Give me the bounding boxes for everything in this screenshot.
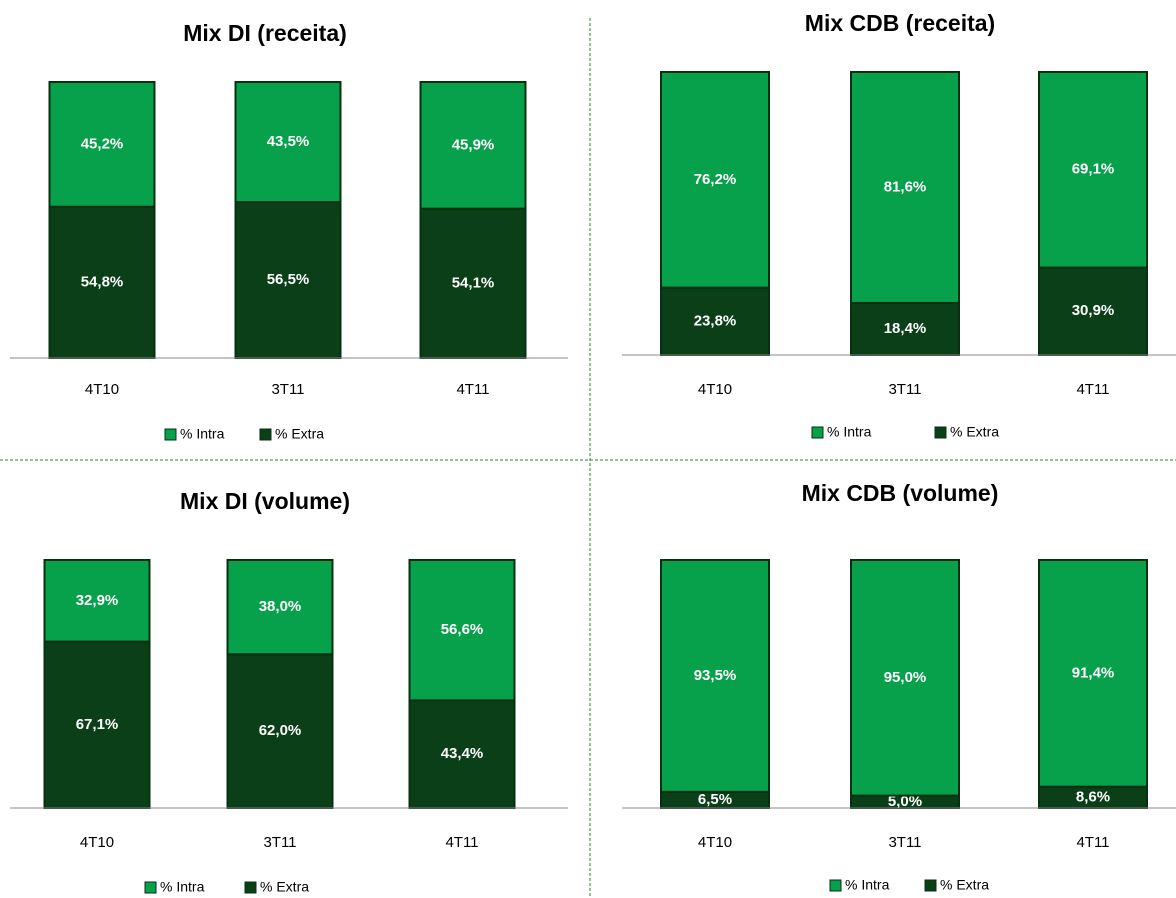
legend-label: % Intra (180, 426, 225, 442)
bar-segment (43, 559, 151, 643)
legend-label: % Extra (950, 424, 999, 440)
value-label: 23,8% (694, 312, 737, 329)
x-tick-label: 3T11 (888, 381, 921, 398)
bar-segment (408, 559, 516, 702)
x-tick-label: 3T11 (263, 834, 296, 851)
chart-title: Mix CDB (volume) (802, 480, 999, 506)
bar-segment (1038, 559, 1148, 788)
value-label: 69,1% (1072, 161, 1115, 178)
bar-segment (48, 205, 156, 359)
legend-label: % Extra (260, 879, 309, 895)
value-label: 76,2% (694, 171, 737, 188)
legend-label: % Intra (827, 424, 872, 440)
legend-swatch (164, 428, 177, 441)
value-label: 32,9% (76, 592, 119, 609)
legend-label: % Extra (940, 877, 989, 893)
x-tick-label: 4T10 (698, 381, 732, 398)
value-label: 91,4% (1072, 664, 1115, 681)
value-label: 6,5% (698, 791, 732, 808)
legend-swatch (829, 879, 842, 892)
legend-label: % Intra (160, 879, 205, 895)
value-label: 45,2% (81, 135, 124, 152)
value-label: 54,8% (81, 273, 124, 290)
legend-swatch (924, 879, 937, 892)
x-tick-label: 3T11 (888, 834, 921, 851)
x-tick-label: 4T11 (456, 381, 489, 398)
value-label: 81,6% (884, 178, 927, 195)
bar-segment (660, 286, 770, 356)
bar-segment (850, 559, 960, 797)
bar-segment (660, 559, 770, 793)
value-label: 18,4% (884, 320, 927, 337)
legend-label: % Intra (845, 877, 890, 893)
bar-segment (850, 301, 960, 357)
bar-segment (43, 640, 151, 809)
value-label: 43,4% (441, 745, 484, 762)
x-tick-label: 4T10 (85, 381, 119, 398)
legend-swatch (934, 426, 947, 439)
bar-segment (48, 81, 156, 208)
value-label: 43,5% (267, 133, 310, 150)
value-label: 56,6% (441, 621, 484, 638)
value-label: 45,9% (452, 136, 495, 153)
x-tick-label: 4T10 (698, 834, 732, 851)
legend-label: % Extra (275, 426, 324, 442)
x-tick-label: 4T11 (1076, 834, 1109, 851)
value-label: 62,0% (259, 722, 302, 739)
x-tick-label: 3T11 (271, 381, 304, 398)
chart-title: Mix CDB (receita) (805, 10, 995, 36)
bar-segment (234, 201, 342, 359)
value-label: 95,0% (884, 669, 927, 686)
bar-segment (850, 71, 960, 304)
bar-segment (234, 81, 342, 204)
bar-segment (1038, 266, 1148, 357)
bar-segment (419, 81, 527, 210)
bar-segment (226, 559, 334, 656)
value-label: 5,0% (888, 793, 922, 810)
chart-title: Mix DI (receita) (183, 20, 347, 46)
chart-title: Mix DI (volume) (180, 488, 350, 514)
value-label: 67,1% (76, 716, 119, 733)
legend-swatch (144, 881, 157, 894)
legend-swatch (259, 428, 272, 441)
value-label: 38,0% (259, 598, 302, 615)
x-tick-label: 4T10 (80, 834, 114, 851)
x-tick-label: 4T11 (445, 834, 478, 851)
value-label: 30,9% (1072, 302, 1115, 319)
bar-segment (660, 71, 770, 289)
legend-swatch (244, 881, 257, 894)
value-label: 8,6% (1076, 788, 1110, 805)
bar-segment (1038, 71, 1148, 269)
legend-swatch (811, 426, 824, 439)
value-label: 54,1% (452, 274, 495, 291)
value-label: 56,5% (267, 271, 310, 288)
value-label: 93,5% (694, 667, 737, 684)
x-tick-label: 4T11 (1076, 381, 1109, 398)
